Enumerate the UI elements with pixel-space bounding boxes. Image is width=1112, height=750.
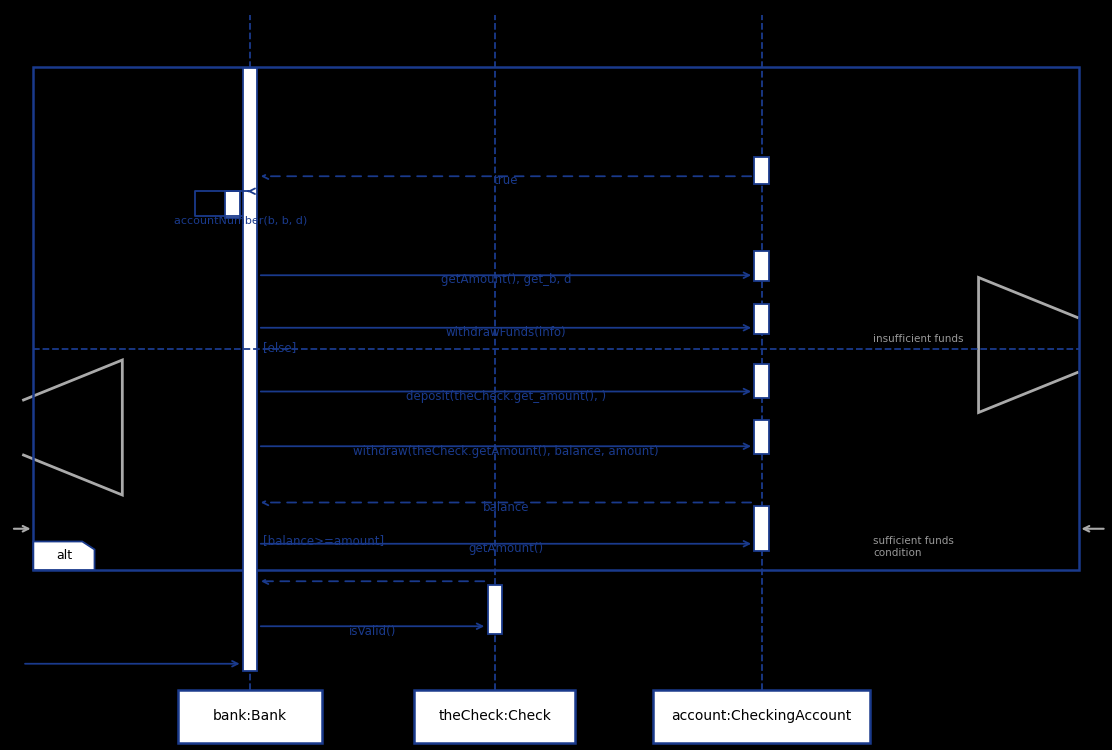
- Bar: [755, 158, 770, 184]
- Text: isValid(): isValid(): [349, 625, 396, 638]
- Text: getAmount(): getAmount(): [468, 542, 544, 555]
- Bar: [755, 304, 770, 334]
- Text: getAmount(), get_b, d: getAmount(), get_b, d: [440, 274, 572, 286]
- Polygon shape: [33, 542, 95, 570]
- Text: [else]: [else]: [264, 341, 296, 354]
- Bar: [414, 690, 576, 742]
- Text: theCheck:Check: theCheck:Check: [438, 710, 552, 723]
- Bar: [755, 420, 770, 454]
- Text: [balance>=amount]: [balance>=amount]: [264, 534, 384, 547]
- Bar: [178, 690, 322, 742]
- Text: insufficient funds: insufficient funds: [873, 334, 963, 344]
- Text: deposit(theCheck.get_amount(), ): deposit(theCheck.get_amount(), ): [406, 390, 606, 403]
- Text: balance: balance: [483, 501, 529, 514]
- Text: true: true: [494, 175, 518, 188]
- Text: alt: alt: [56, 549, 72, 562]
- Text: account:CheckingAccount: account:CheckingAccount: [672, 710, 852, 723]
- Text: sufficient funds
condition: sufficient funds condition: [873, 536, 954, 558]
- Text: withdrawFunds(info): withdrawFunds(info): [446, 326, 566, 339]
- Bar: [244, 68, 258, 671]
- Text: bank:Bank: bank:Bank: [214, 710, 287, 723]
- Bar: [33, 68, 1079, 570]
- Bar: [225, 191, 240, 217]
- Text: accountNumber(b, b, d): accountNumber(b, b, d): [175, 216, 307, 226]
- Text: withdraw(theCheck.getAmount(), balance, amount): withdraw(theCheck.getAmount(), balance, …: [354, 445, 658, 458]
- Bar: [755, 251, 770, 281]
- Bar: [755, 364, 770, 398]
- Bar: [755, 506, 770, 551]
- Bar: [488, 585, 503, 634]
- Bar: [654, 690, 870, 742]
